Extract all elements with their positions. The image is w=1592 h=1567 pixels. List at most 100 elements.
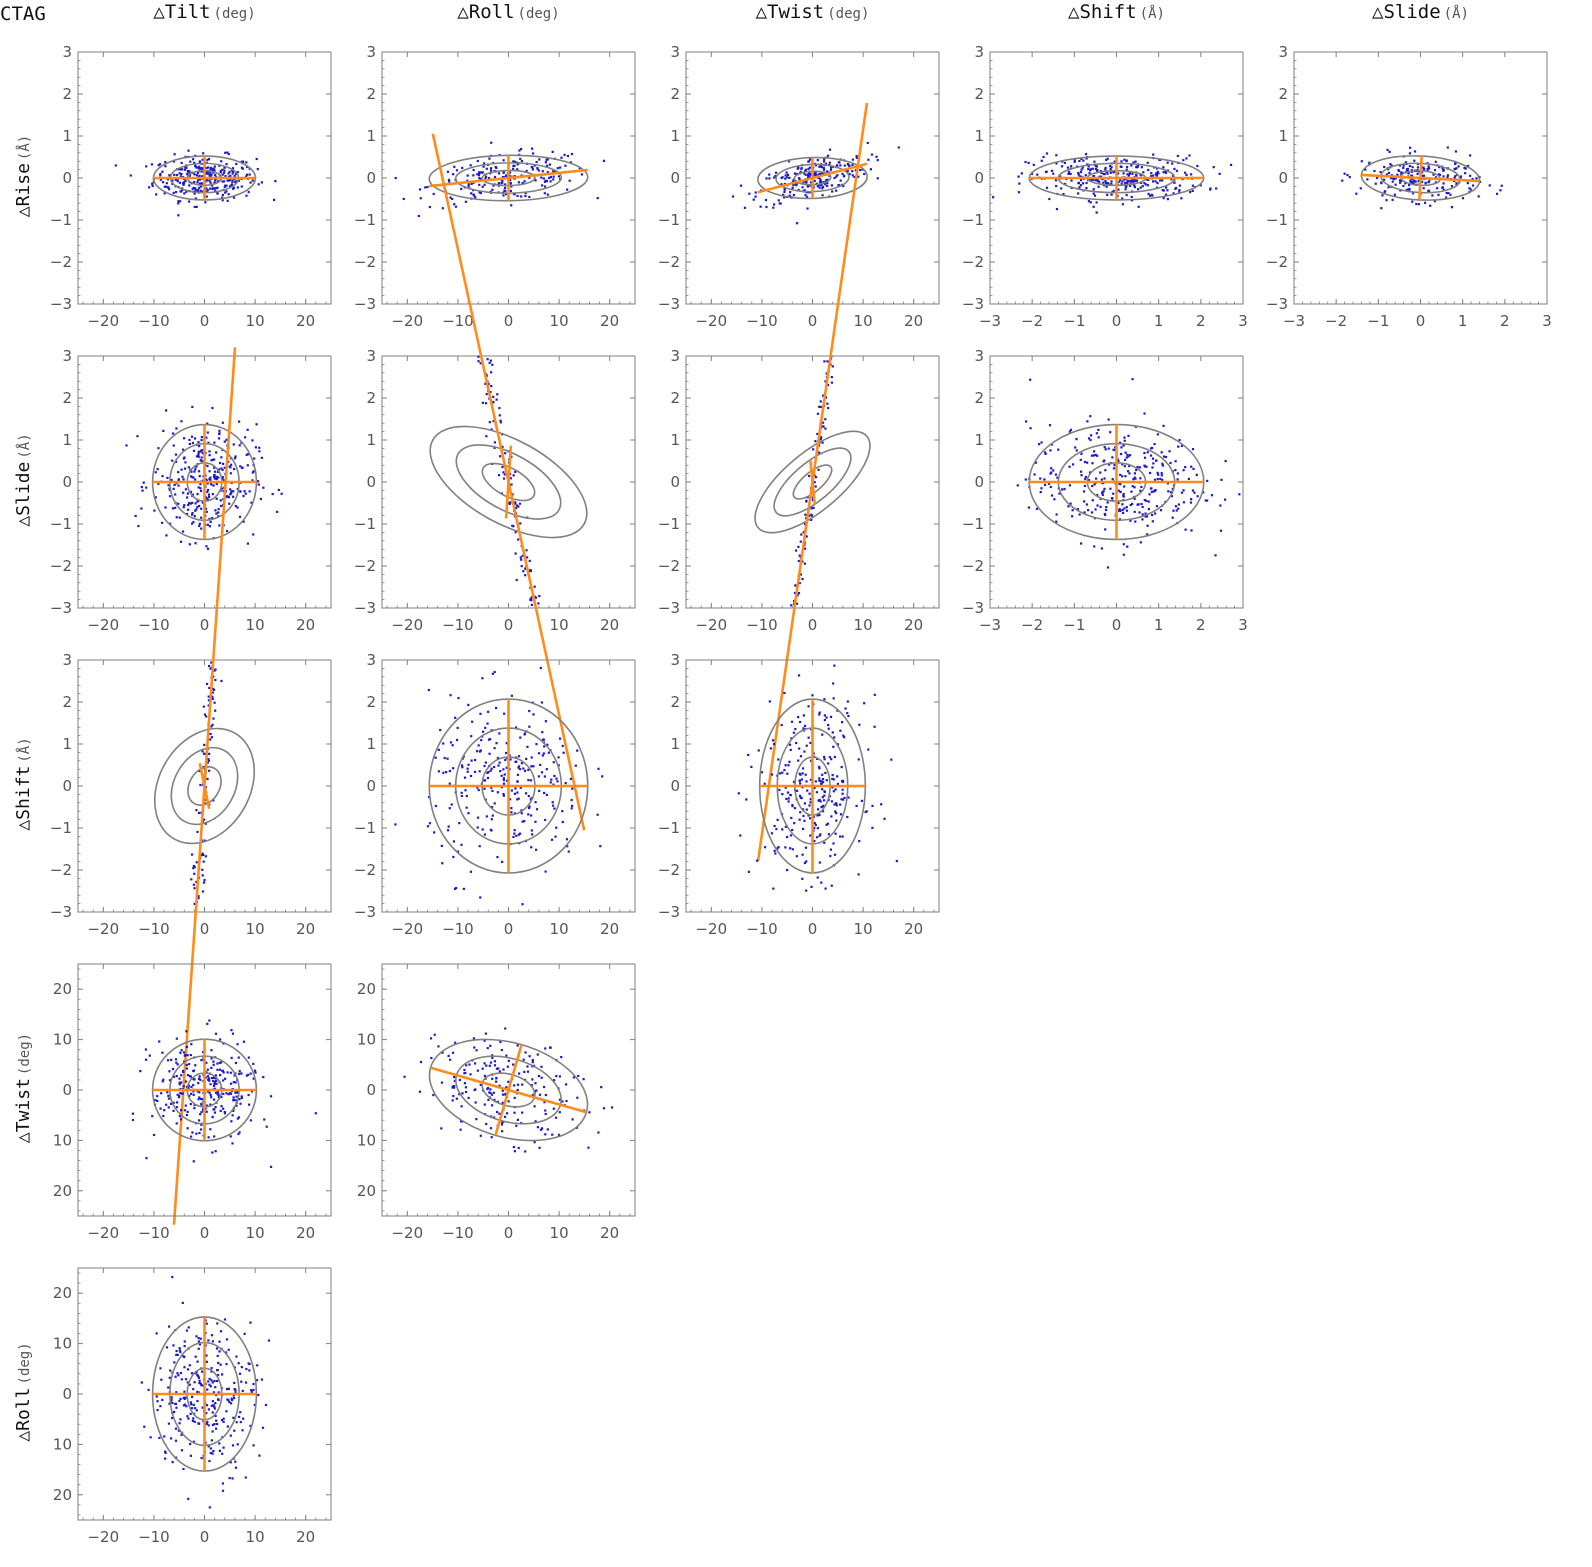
data-point xyxy=(813,821,816,825)
data-point xyxy=(484,402,488,405)
data-point xyxy=(778,202,781,205)
data-point xyxy=(1382,178,1386,181)
data-point xyxy=(1220,478,1223,481)
data-point xyxy=(873,693,876,696)
data-point xyxy=(246,542,250,545)
y-tick-label: 1 xyxy=(62,431,72,449)
data-point xyxy=(426,825,430,828)
y-tick-label: −3 xyxy=(354,599,376,617)
data-point xyxy=(1164,455,1168,459)
data-point xyxy=(180,1449,184,1452)
data-point xyxy=(1119,483,1122,486)
data-point xyxy=(280,492,283,495)
data-point xyxy=(231,1114,234,1117)
data-point xyxy=(234,1091,237,1094)
data-point xyxy=(1050,494,1054,497)
data-point xyxy=(557,1133,561,1137)
data-point xyxy=(210,1066,213,1069)
y-tick-label: 20 xyxy=(53,1284,72,1302)
data-point xyxy=(477,360,480,363)
data-point xyxy=(778,788,781,792)
data-point xyxy=(230,183,234,186)
data-point xyxy=(1033,473,1036,476)
data-point xyxy=(1154,173,1158,176)
data-point xyxy=(1043,483,1047,486)
data-point xyxy=(812,172,816,176)
data-point xyxy=(202,818,206,821)
data-point xyxy=(807,474,811,478)
data-point xyxy=(1132,478,1135,481)
data-point xyxy=(1088,471,1092,474)
data-point xyxy=(826,154,830,157)
data-point xyxy=(229,174,232,178)
data-point xyxy=(1187,477,1190,480)
data-point xyxy=(156,1408,159,1412)
data-point xyxy=(897,146,900,149)
data-point xyxy=(185,1113,188,1117)
y-tick-label: −2 xyxy=(962,557,984,575)
y-tick-label: −3 xyxy=(50,599,72,617)
data-point xyxy=(484,761,487,764)
data-point xyxy=(1373,169,1376,173)
data-point xyxy=(487,176,491,180)
x-tick-label: −2 xyxy=(1021,312,1043,330)
data-point xyxy=(528,709,531,713)
data-point xyxy=(839,164,842,167)
data-point xyxy=(469,774,473,778)
data-point xyxy=(432,1093,435,1097)
data-point xyxy=(206,547,210,550)
data-point xyxy=(213,441,216,444)
data-point xyxy=(1124,181,1127,184)
data-point xyxy=(826,182,829,185)
data-point xyxy=(1156,477,1159,481)
data-point xyxy=(1175,509,1178,512)
data-point xyxy=(196,1399,199,1403)
data-point xyxy=(214,1074,217,1077)
data-point xyxy=(162,1114,165,1118)
data-point xyxy=(265,1125,268,1128)
data-point xyxy=(1084,152,1088,156)
data-point xyxy=(846,815,849,819)
data-point xyxy=(537,775,541,778)
data-point xyxy=(516,1083,520,1086)
data-point xyxy=(1214,554,1217,557)
data-point xyxy=(833,664,836,667)
data-point xyxy=(1171,162,1174,165)
data-point xyxy=(1148,493,1151,496)
data-point xyxy=(225,162,228,166)
data-point xyxy=(206,1022,209,1025)
data-point xyxy=(190,470,193,473)
data-point xyxy=(245,165,249,169)
y-tick-label: 3 xyxy=(670,43,680,61)
data-point xyxy=(1079,170,1083,174)
data-point xyxy=(224,191,227,194)
data-point xyxy=(182,448,185,451)
data-point xyxy=(170,1058,173,1061)
data-point xyxy=(541,184,544,187)
y-tick-label: 1 xyxy=(62,735,72,753)
data-point xyxy=(1190,498,1193,501)
data-point xyxy=(816,159,819,162)
data-point xyxy=(538,1146,541,1149)
data-point xyxy=(197,1337,200,1340)
data-point xyxy=(1083,484,1087,488)
data-point xyxy=(249,1321,252,1324)
data-point xyxy=(1131,502,1134,506)
data-point xyxy=(493,802,496,805)
data-point xyxy=(797,559,800,563)
data-point xyxy=(1105,170,1108,174)
data-point xyxy=(198,522,201,525)
data-point xyxy=(531,166,534,169)
data-point xyxy=(808,792,811,795)
data-point xyxy=(796,594,799,597)
data-point xyxy=(489,769,492,772)
data-point xyxy=(193,887,196,890)
data-point xyxy=(528,176,531,179)
data-point xyxy=(481,185,484,188)
data-point xyxy=(1122,543,1125,546)
data-point xyxy=(1175,169,1179,172)
data-point xyxy=(803,189,806,192)
data-point xyxy=(1215,187,1218,190)
data-point xyxy=(506,1065,509,1068)
data-point xyxy=(510,811,513,814)
